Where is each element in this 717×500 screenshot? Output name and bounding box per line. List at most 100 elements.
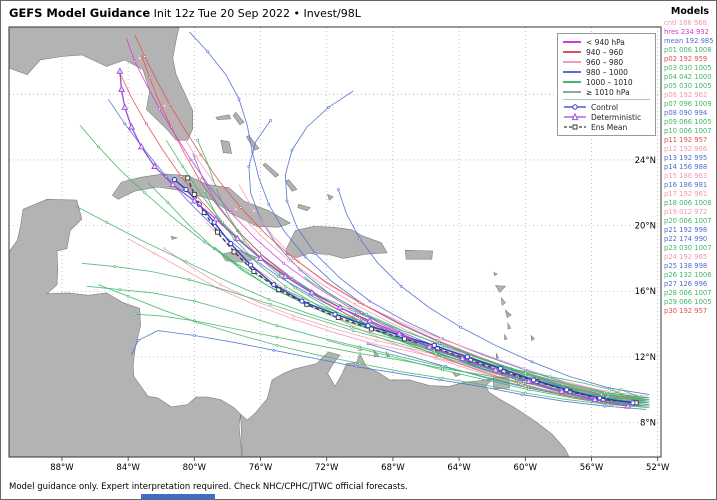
ens-mean-marker xyxy=(191,191,197,197)
legend-label: < 940 hPa xyxy=(586,37,625,47)
control-marker xyxy=(464,354,470,360)
track-point xyxy=(292,256,296,260)
track-point xyxy=(275,335,279,339)
model-row-p24: p24 192 965 xyxy=(664,253,708,261)
track-point xyxy=(113,265,117,269)
track-point xyxy=(368,299,372,303)
deterministic-marker-icon xyxy=(564,112,586,121)
deterministic-marker xyxy=(121,103,129,110)
land-st-vincent xyxy=(504,333,508,341)
track-point xyxy=(252,209,256,213)
track-point xyxy=(358,352,362,356)
page-title: GEFS Model Guidance Init 12z Tue 20 Sep … xyxy=(9,6,361,20)
product-name: GEFS Model Guidance xyxy=(9,6,151,20)
lon-tick-label: 52°W xyxy=(646,463,670,473)
legend-label: 980 – 1000 xyxy=(586,67,628,77)
control-marker xyxy=(564,387,570,393)
land-grand-bahama xyxy=(215,114,232,121)
tracks-layer xyxy=(75,31,650,410)
track-point xyxy=(600,393,603,397)
legend-item-ge1010: ≥ 1010 hPa xyxy=(563,87,650,97)
track-point xyxy=(105,220,109,224)
model-row-p15: p15 186 963 xyxy=(664,172,708,180)
land-st-lucia xyxy=(507,322,512,330)
track-point xyxy=(459,325,463,329)
model-row-hres: hres 234 932 xyxy=(664,28,709,36)
land-inagua xyxy=(297,203,311,212)
legend-color-swatch xyxy=(563,91,581,93)
track-point xyxy=(355,311,358,315)
land-grenada xyxy=(495,352,500,359)
track-point xyxy=(118,288,122,292)
lon-tick-label: 80°W xyxy=(183,463,207,473)
lon-tick-label: 68°W xyxy=(381,463,405,473)
init-info: Init 12z Tue 20 Sep 2022 • Invest/98L xyxy=(153,7,361,20)
legend-pressure-items: < 940 hPa 940 – 960 960 – 980 980 – 1000 100… xyxy=(563,37,650,97)
track-point xyxy=(219,283,223,287)
track-point xyxy=(194,155,198,159)
legend: < 940 hPa 940 – 960 960 – 980 980 – 1000 100… xyxy=(557,33,656,136)
ens-mean-marker xyxy=(251,269,257,274)
lon-tick-label: 56°W xyxy=(580,463,604,473)
control-marker xyxy=(365,323,371,329)
legend-track-items: Control Deterministic Ens Mean xyxy=(563,99,650,132)
model-row-p05: p05 030 1005 xyxy=(664,82,712,90)
deterministic-marker xyxy=(308,288,316,296)
deterministic-marker xyxy=(151,162,159,169)
track-point xyxy=(272,348,276,352)
control-marker xyxy=(299,298,305,304)
disclaimer-text: Model guidance only. Expert interpretati… xyxy=(9,482,408,492)
track-point xyxy=(234,207,238,211)
deterministic-marker xyxy=(591,395,599,403)
track-point xyxy=(610,388,613,392)
track-point xyxy=(439,337,443,341)
track-point xyxy=(374,339,378,342)
model-row-p27: p27 126 996 xyxy=(664,280,708,288)
deterministic-marker xyxy=(336,303,344,311)
model-row-p23: p23 030 1007 xyxy=(664,244,712,252)
control-marker xyxy=(248,262,254,268)
land-long-island xyxy=(262,162,280,178)
track-point xyxy=(292,314,296,318)
track-point xyxy=(530,360,534,364)
legend-item-control: Control xyxy=(563,102,650,112)
track-point xyxy=(605,389,608,393)
lon-tick-label: 64°W xyxy=(447,463,471,473)
track-point xyxy=(603,404,607,408)
track-point xyxy=(229,211,233,214)
legend-label: Deterministic xyxy=(591,112,642,122)
ens-mean-marker xyxy=(185,175,191,181)
deterministic-marker xyxy=(558,387,566,394)
deterministic-marker xyxy=(116,67,124,74)
land-abaco xyxy=(232,111,245,126)
legend-item-1000-1010: 1000 – 1010 xyxy=(563,77,650,87)
deterministic-marker xyxy=(366,316,374,324)
track-point xyxy=(158,107,162,111)
track-point xyxy=(153,252,157,255)
legend-color-swatch xyxy=(563,61,581,63)
track-point xyxy=(287,258,291,262)
track-point xyxy=(206,50,210,54)
land-yucatan-central-america xyxy=(9,198,243,457)
model-row-cntl: cntl 186 968 xyxy=(664,19,707,27)
bottom-link-banner[interactable] xyxy=(141,494,215,499)
track-point xyxy=(267,202,271,206)
control-marker xyxy=(171,177,178,183)
control-marker xyxy=(332,311,338,317)
track-point xyxy=(196,320,200,324)
deterministic-marker xyxy=(190,197,198,204)
deterministic-marker xyxy=(233,234,241,242)
track-point xyxy=(364,312,368,316)
track-point xyxy=(144,122,148,126)
track-point xyxy=(163,104,167,108)
model-row-p21: p21 192 998 xyxy=(664,226,708,234)
model-row-p19: p19 012 972 xyxy=(664,208,708,216)
land-hispaniola xyxy=(285,226,388,259)
track-point xyxy=(237,97,241,101)
map-canvas: 88°W 84°W 80°W 76°W 72°W 68°W 64°W 60°W 56°W 52°W… xyxy=(8,26,670,473)
lat-tick-label: 16°N xyxy=(635,287,656,297)
ens-mean-marker xyxy=(215,229,220,235)
legend-label: Control xyxy=(591,102,619,112)
control-marker xyxy=(228,241,234,247)
track-point xyxy=(269,119,272,122)
